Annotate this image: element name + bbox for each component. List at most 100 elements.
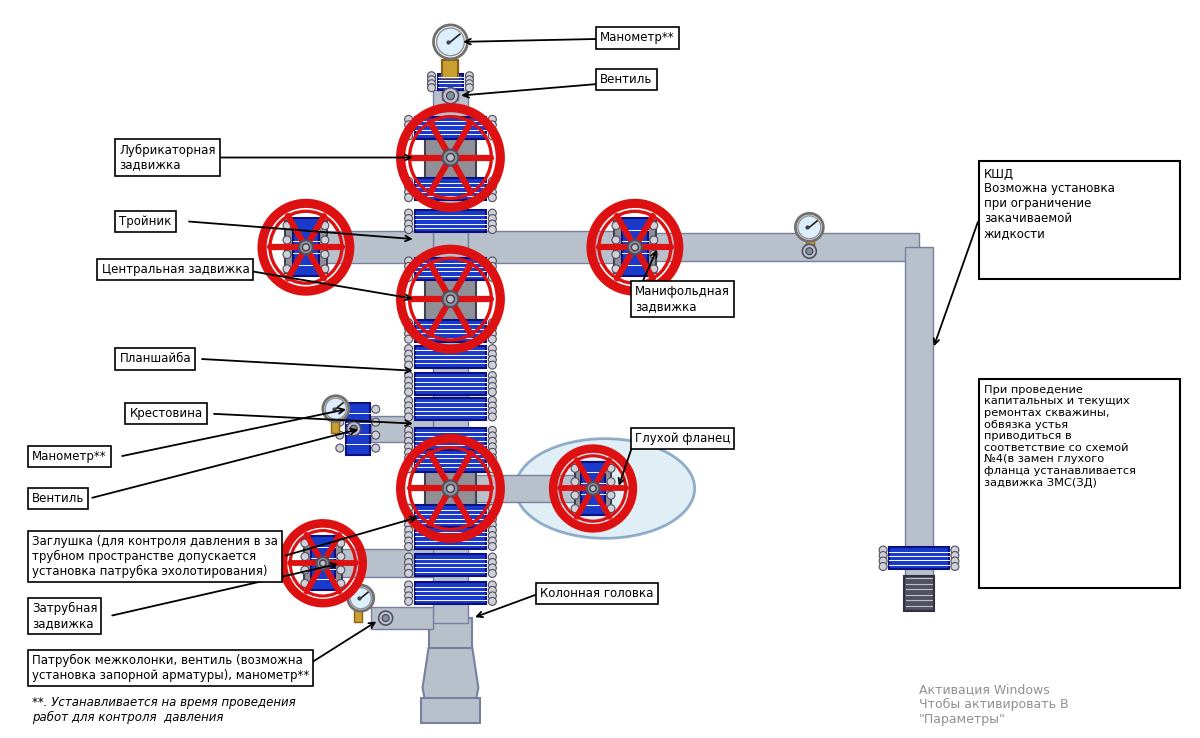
Circle shape bbox=[607, 477, 614, 486]
Circle shape bbox=[404, 407, 413, 415]
Bar bbox=[622, 218, 648, 276]
Circle shape bbox=[283, 265, 290, 273]
Circle shape bbox=[466, 80, 473, 88]
Circle shape bbox=[446, 154, 455, 162]
Circle shape bbox=[488, 407, 497, 415]
Circle shape bbox=[607, 464, 614, 472]
Circle shape bbox=[336, 405, 343, 413]
Circle shape bbox=[488, 413, 497, 421]
Circle shape bbox=[488, 438, 497, 445]
Circle shape bbox=[404, 115, 413, 123]
Circle shape bbox=[325, 398, 347, 419]
Circle shape bbox=[880, 557, 887, 565]
Text: Заглушка (для контроля давления в за
трубном пространстве допускается
установка : Заглушка (для контроля давления в за тру… bbox=[31, 534, 277, 578]
Circle shape bbox=[880, 546, 887, 554]
Bar bbox=[468, 475, 580, 503]
Circle shape bbox=[372, 444, 379, 452]
Circle shape bbox=[650, 236, 658, 244]
Circle shape bbox=[488, 526, 497, 534]
Circle shape bbox=[404, 465, 413, 473]
Circle shape bbox=[350, 587, 371, 609]
Circle shape bbox=[488, 570, 497, 577]
Circle shape bbox=[631, 244, 638, 251]
Text: Вентиль: Вентиль bbox=[31, 492, 84, 505]
Circle shape bbox=[443, 150, 458, 165]
Bar bbox=[438, 74, 463, 90]
Circle shape bbox=[488, 220, 497, 228]
Circle shape bbox=[404, 132, 413, 139]
Circle shape bbox=[404, 382, 413, 390]
Circle shape bbox=[612, 221, 620, 230]
Circle shape bbox=[488, 324, 497, 332]
Text: Глухой фланец: Глухой фланец bbox=[635, 432, 730, 445]
Circle shape bbox=[488, 193, 497, 201]
Bar bbox=[414, 210, 486, 232]
Circle shape bbox=[880, 551, 887, 559]
Circle shape bbox=[317, 557, 329, 570]
Circle shape bbox=[488, 382, 497, 390]
Circle shape bbox=[590, 486, 596, 492]
Circle shape bbox=[427, 83, 436, 92]
Circle shape bbox=[404, 570, 413, 577]
Circle shape bbox=[488, 356, 497, 364]
Circle shape bbox=[628, 240, 642, 255]
Bar bbox=[371, 415, 432, 441]
Circle shape bbox=[488, 372, 497, 379]
Ellipse shape bbox=[515, 438, 695, 538]
Circle shape bbox=[404, 257, 413, 265]
Circle shape bbox=[466, 72, 473, 80]
Circle shape bbox=[488, 454, 497, 462]
Circle shape bbox=[488, 188, 497, 196]
Circle shape bbox=[404, 432, 413, 440]
Bar bbox=[979, 162, 1180, 279]
Circle shape bbox=[404, 188, 413, 196]
Circle shape bbox=[319, 560, 326, 567]
Circle shape bbox=[404, 592, 413, 600]
Bar bbox=[614, 221, 656, 273]
Circle shape bbox=[404, 263, 413, 270]
Text: Активация Windows
Чтобы активировать В
"Параметры": Активация Windows Чтобы активировать В "… bbox=[919, 683, 1069, 726]
Bar bbox=[284, 221, 326, 273]
Circle shape bbox=[488, 587, 497, 594]
Circle shape bbox=[488, 581, 497, 589]
Circle shape bbox=[404, 515, 413, 523]
Circle shape bbox=[404, 361, 413, 369]
Text: Манифольдная
задвижка: Манифольдная задвижка bbox=[635, 285, 730, 313]
Circle shape bbox=[404, 273, 413, 281]
Circle shape bbox=[488, 427, 497, 435]
Circle shape bbox=[404, 531, 413, 539]
Circle shape bbox=[437, 28, 464, 56]
Circle shape bbox=[404, 193, 413, 201]
Bar bbox=[414, 258, 486, 280]
Circle shape bbox=[798, 215, 821, 238]
Circle shape bbox=[404, 402, 413, 410]
Circle shape bbox=[488, 553, 497, 561]
Circle shape bbox=[488, 459, 497, 467]
Circle shape bbox=[488, 443, 497, 451]
Text: КШД
Возможна установка
при ограничение
закачиваемой
жидкости: КШД Возможна установка при ограничение з… bbox=[984, 168, 1115, 241]
Bar bbox=[425, 273, 476, 325]
Circle shape bbox=[488, 330, 497, 338]
Circle shape bbox=[404, 526, 413, 534]
Circle shape bbox=[350, 425, 358, 432]
Circle shape bbox=[336, 418, 343, 426]
Circle shape bbox=[404, 177, 413, 185]
Circle shape bbox=[488, 183, 497, 190]
Circle shape bbox=[488, 388, 497, 396]
Bar bbox=[575, 464, 611, 512]
Circle shape bbox=[607, 505, 614, 513]
Circle shape bbox=[488, 504, 497, 512]
Circle shape bbox=[488, 132, 497, 139]
Circle shape bbox=[488, 209, 497, 217]
Bar bbox=[311, 537, 335, 590]
Circle shape bbox=[803, 244, 816, 258]
Circle shape bbox=[404, 510, 413, 517]
Circle shape bbox=[488, 115, 497, 123]
Bar bbox=[371, 607, 432, 629]
Circle shape bbox=[488, 377, 497, 385]
Bar bbox=[414, 373, 486, 395]
Text: Манометр**: Манометр** bbox=[31, 450, 107, 463]
Bar bbox=[443, 60, 458, 100]
Circle shape bbox=[404, 319, 413, 327]
Bar bbox=[581, 461, 605, 515]
